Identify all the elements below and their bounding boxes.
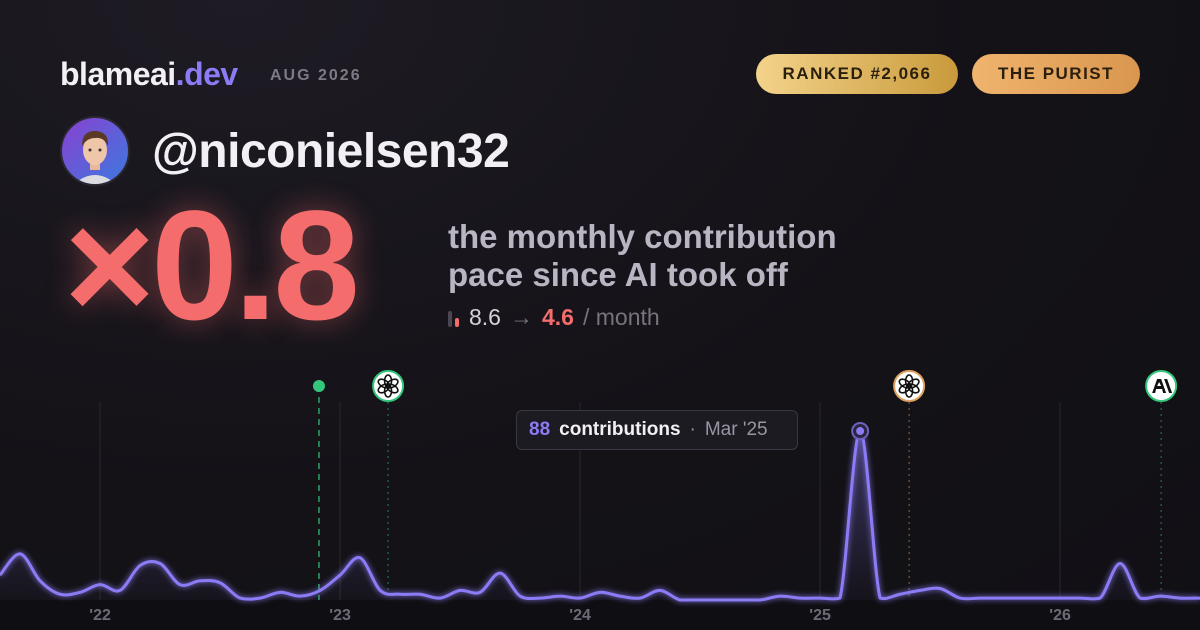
brand-tld: .dev xyxy=(175,56,239,92)
event-dot xyxy=(312,380,325,392)
x-tick-label: '25 xyxy=(809,607,831,624)
x-tick-label: '22 xyxy=(89,607,111,624)
event-marker xyxy=(372,370,405,600)
persona-badge: THE PURIST xyxy=(972,54,1140,94)
headline-line: pace since AI took off xyxy=(448,256,788,293)
brand: blameai.dev xyxy=(60,56,238,93)
icon-glyph xyxy=(1152,379,1173,393)
tooltip-sep: · xyxy=(689,419,696,440)
tooltip-value: 88 xyxy=(529,419,551,440)
line xyxy=(0,429,1200,602)
brand-name: blameai xyxy=(60,56,176,92)
icon-petal xyxy=(898,378,912,389)
rank-badge: RANKED #2,066 xyxy=(756,54,958,94)
pace: 8.6 → 4.6 / month xyxy=(448,304,660,331)
event-marker xyxy=(1145,370,1178,600)
area xyxy=(0,431,1200,600)
tooltip: 88 contributions · Mar '25 xyxy=(516,410,798,450)
pace-arrow: → xyxy=(509,304,533,330)
tooltip-date: Mar '25 xyxy=(704,419,768,440)
axis-band xyxy=(0,600,1200,630)
peak-dot xyxy=(856,427,865,436)
avatar xyxy=(60,116,130,186)
x-tick-label: '26 xyxy=(1049,607,1071,624)
icon-petal xyxy=(377,378,391,389)
date: AUG 2026 xyxy=(270,67,362,84)
event-marker xyxy=(893,370,926,600)
tooltip-label: contributions xyxy=(559,419,681,440)
pace-unit: / month xyxy=(582,304,660,330)
multiplier: ×0.8 xyxy=(64,179,360,353)
handle: @niconielsen32 xyxy=(152,125,510,178)
headline: the monthly contribution pace since AI t… xyxy=(448,218,837,294)
x-tick-label: '23 xyxy=(329,607,351,624)
pace-icon xyxy=(448,310,459,327)
pace-after: 4.6 xyxy=(541,304,574,330)
headline-line: the monthly contribution xyxy=(448,218,837,255)
x-tick-label: '24 xyxy=(569,607,591,624)
pace-before: 8.6 xyxy=(469,304,501,330)
event-marker xyxy=(312,380,325,600)
